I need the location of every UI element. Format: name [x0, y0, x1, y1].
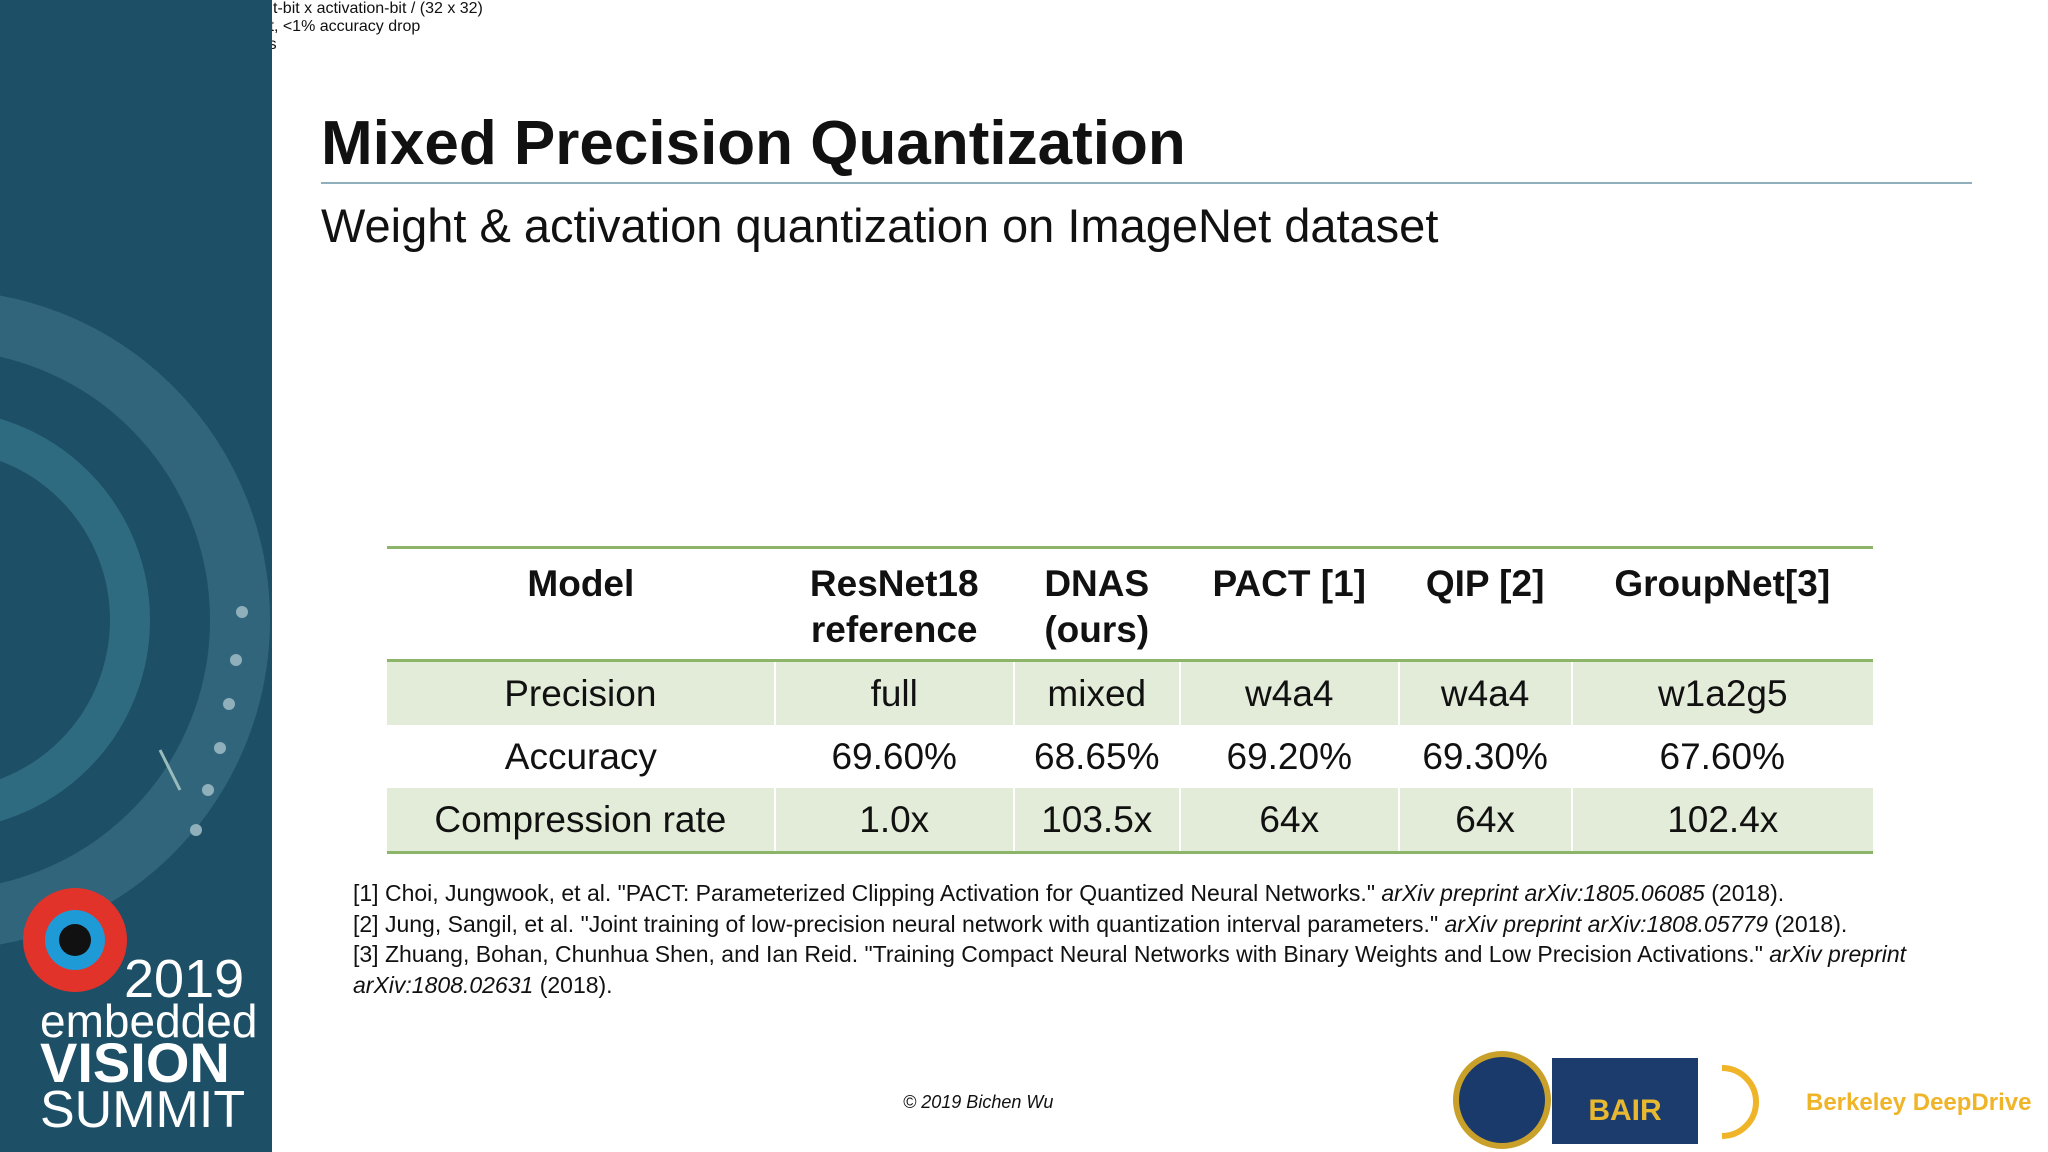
table-cell: w1a2g5: [1570, 660, 1873, 725]
bullet: Search finished in 24 hours on 8 GPUs: [0, 36, 2048, 54]
table-cell: Precision: [387, 660, 775, 725]
sidebar: 2019 embedded VISION SUMMIT: [0, 0, 272, 1152]
event-word: embedded: [40, 995, 258, 1047]
table-cell: full: [773, 660, 1014, 725]
reference-text: [2] Jung, Sangil, et al. "Joint training…: [353, 910, 1445, 937]
table-cell: 64x: [1397, 788, 1572, 853]
table-cell: Compression rate: [387, 788, 775, 853]
table-row: Accuracy 69.60% 68.65% 69.20% 69.30% 67.60%: [387, 725, 1873, 788]
header-cell: GroupNet[3]: [1571, 547, 1873, 662]
table-cell: mixed: [1012, 660, 1180, 725]
header-text: PACT [1]: [1212, 563, 1366, 604]
reference-source: arXiv preprint arXiv:1805.06085: [1381, 880, 1705, 906]
header-text: (ours): [1044, 609, 1150, 650]
header-cell: DNAS (ours): [1013, 547, 1180, 662]
table-cell: 103.5x: [1012, 788, 1180, 853]
table-body: Precision full mixed w4a4 w4a4 w1a2g5 Accuracy…: [387, 660, 1873, 853]
table-cell: 69.20%: [1226, 735, 1353, 777]
reference-year: (2018).: [1768, 910, 1848, 937]
table-cell: 64x: [1178, 788, 1399, 853]
table-cell: 67.60%: [1659, 735, 1786, 777]
table-row: Compression rate 1.0x 103.5x 64x 64x 102.4x: [387, 788, 1873, 853]
event-word: VISION: [40, 1031, 230, 1094]
subtitle: Weight & activation quantization on Imag…: [321, 199, 1439, 252]
table-cell: w4a4: [1178, 660, 1399, 725]
title: Mixed Precision Quantization: [321, 109, 1186, 178]
header-text: GroupNet[3]: [1614, 563, 1831, 604]
results-table: Model ResNet18 reference DNAS (ours) PACT [1]…: [387, 546, 1873, 854]
header-row: Model ResNet18 reference DNAS (ours) PACT [1]…: [387, 547, 1873, 662]
table-cell: w4a4: [1397, 660, 1572, 725]
bullet: Compression rate computed as: weight-bit…: [0, 0, 2048, 18]
header-text: Model: [527, 563, 635, 604]
header-text: reference: [810, 609, 978, 650]
sidebar-art: [0, 295, 270, 992]
logo-text: BAIR: [1588, 1094, 1662, 1127]
table-cell: 69.30%: [1422, 735, 1548, 777]
reference-source: arXiv preprint arXiv:1808.05779: [1444, 910, 1768, 937]
table-row: Precision full mixed w4a4 w4a4 w1a2g5: [387, 660, 1873, 725]
references: [1] Choi, Jungwook, et al. "PACT: Parame…: [353, 878, 1963, 1000]
event-year: 2019: [124, 949, 245, 1009]
reference: [3] Zhuang, Bohan, Chunhua Shen, and Ian…: [353, 939, 1963, 1000]
bullet: 103.5x reduction of computational cost, …: [0, 18, 2048, 36]
event-word: SUMMIT: [40, 1081, 246, 1139]
bullets: Compression rate computed as: weight-bit…: [0, 0, 2048, 54]
reference-text: [1] Choi, Jungwook, et al. "PACT: Parame…: [353, 880, 1382, 906]
header-cell: ResNet18 reference: [774, 547, 1014, 662]
title-rule: [321, 182, 1972, 184]
header-text: QIP [2]: [1425, 563, 1545, 604]
logos: BAIR Berkeley DeepDrive: [1453, 1051, 2031, 1149]
reference-source: arXiv preprint arXiv:1808.02631: [353, 941, 1907, 998]
copyright: © 2019 Bichen Wu: [903, 1092, 1054, 1112]
table-cell: 68.65%: [1034, 735, 1160, 777]
reference: [1] Choi, Jungwook, et al. "PACT: Parame…: [353, 878, 1963, 909]
header-cell: QIP [2]: [1398, 547, 1572, 662]
reference: [2] Jung, Sangil, et al. "Joint training…: [353, 909, 1963, 940]
reference-year: (2018).: [533, 971, 613, 998]
header-text: DNAS: [1044, 563, 1150, 604]
reference-year: (2018).: [1704, 880, 1785, 906]
table-cell: 1.0x: [773, 788, 1014, 853]
reference-text: [3] Zhuang, Bohan, Chunhua Shen, and Ian…: [353, 941, 1770, 967]
header-cell: Model: [387, 547, 775, 662]
table-cell: 102.4x: [1570, 788, 1873, 853]
logo-text: Berkeley DeepDrive: [1806, 1089, 2031, 1116]
table-cell: 69.60%: [831, 735, 957, 777]
header-cell: PACT [1]: [1179, 547, 1399, 662]
table-cell: Accuracy: [504, 735, 657, 777]
header-text: ResNet18: [809, 563, 979, 604]
